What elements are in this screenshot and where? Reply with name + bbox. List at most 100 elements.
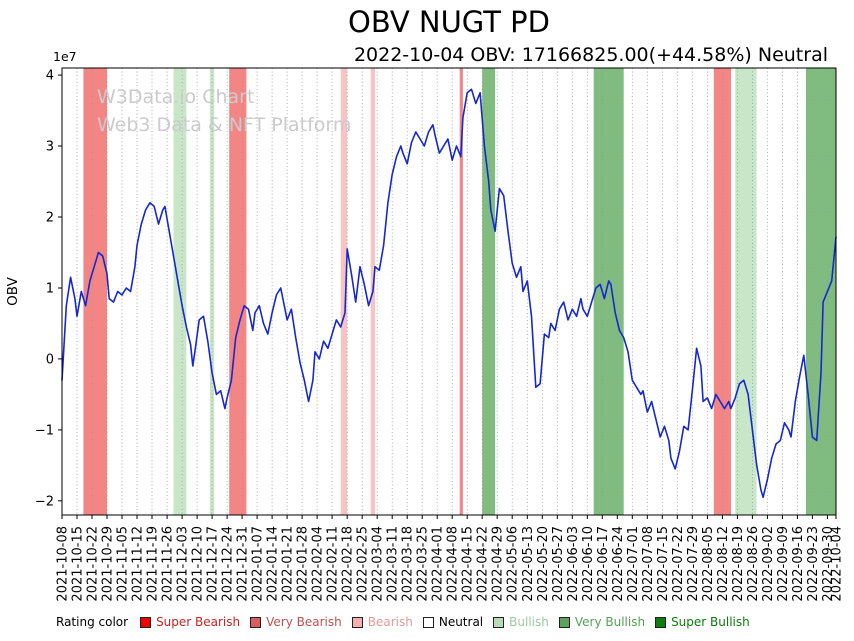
- x-tick-label: 2022-04-08: [446, 526, 461, 602]
- x-tick-label: 2022-06-17: [596, 526, 611, 602]
- x-tick-label: 2022-07-08: [641, 526, 656, 602]
- neutral-swatch-icon: [422, 616, 434, 628]
- legend-label-bullish: Bullish: [509, 615, 549, 629]
- legend-item-very-bearish: Very Bearish: [250, 615, 342, 629]
- x-tick-label: 2022-03-25: [416, 526, 431, 602]
- bearish-swatch-icon: [351, 616, 363, 628]
- x-tick-label: 2022-02-25: [356, 526, 371, 602]
- x-tick-label: 2022-07-22: [671, 526, 686, 602]
- x-tick-label: 2021-12-03: [176, 526, 191, 602]
- super-bearish-swatch-icon: [140, 616, 152, 628]
- rating-band-very-bearish: [83, 68, 107, 515]
- x-tick-label: 2022-05-20: [536, 526, 551, 602]
- super-bullish-swatch-icon: [655, 616, 667, 628]
- x-tick-label: 2022-06-10: [581, 526, 596, 602]
- x-tick-label: 2022-02-11: [326, 526, 341, 602]
- y-tick-label: 1: [46, 282, 54, 297]
- x-tick-label: 2022-07-29: [686, 526, 701, 602]
- x-tick-label: 2022-09-16: [791, 526, 806, 602]
- rating-band-very-bullish: [593, 68, 624, 515]
- y-axis-label: OBV: [5, 276, 21, 305]
- rating-band-bullish: [735, 68, 757, 515]
- x-tick-label: 2022-04-29: [491, 526, 506, 602]
- rating-band-bullish: [209, 68, 215, 515]
- x-tick-label: 2022-08-12: [716, 526, 731, 602]
- rating-band-very-bearish: [459, 68, 463, 515]
- bullish-swatch-icon: [493, 616, 505, 628]
- x-tick-label: 2022-03-18: [401, 526, 416, 602]
- x-tick-label: 2022-02-18: [341, 526, 356, 602]
- x-tick-label: 2021-10-15: [71, 526, 86, 602]
- x-tick-label: 2021-11-12: [131, 526, 146, 602]
- x-tick-label: 2022-04-01: [431, 526, 446, 602]
- very-bullish-swatch-icon: [558, 616, 570, 628]
- x-tick-label: 2021-10-29: [101, 526, 116, 602]
- x-tick-label: 2022-09-02: [761, 526, 776, 602]
- x-tick-label: 2022-10-04: [830, 526, 845, 602]
- rating-band-very-bullish: [482, 68, 496, 515]
- legend-item-neutral: Neutral: [422, 615, 484, 629]
- rating-band-very-bearish: [229, 68, 247, 515]
- x-tick-label: 2022-01-21: [281, 526, 296, 602]
- rating-band-very-bullish: [806, 68, 836, 515]
- x-tick-label: 2021-11-19: [146, 526, 161, 602]
- x-tick-label: 2022-08-26: [746, 526, 761, 602]
- y-tick-label: 3: [46, 140, 54, 155]
- legend-label-bearish: Bearish: [367, 615, 413, 629]
- x-tick-label: 2021-12-24: [221, 526, 236, 602]
- chart-title: OBV NUGT PD: [348, 5, 550, 39]
- legend-item-very-bullish: Very Bullish: [558, 615, 646, 629]
- x-tick-label: 2022-08-05: [701, 526, 716, 602]
- legend-title: Rating color: [56, 615, 129, 629]
- x-tick-label: 2022-01-28: [296, 526, 311, 602]
- axes-frame: [61, 67, 837, 516]
- x-tick-label: 2022-08-19: [731, 526, 746, 602]
- obv-line: [61, 88, 837, 499]
- x-tick-label: 2022-07-15: [656, 526, 671, 602]
- x-tick-label: 2022-06-03: [566, 526, 581, 602]
- very-bearish-swatch-icon: [250, 616, 262, 628]
- x-tick-label: 2022-01-14: [266, 526, 281, 602]
- x-tick-label: 2021-11-26: [161, 526, 176, 602]
- x-tick-label: 2022-07-01: [626, 526, 641, 602]
- x-tick-label: 2022-01-07: [251, 526, 266, 602]
- legend-item-bullish: Bullish: [493, 615, 549, 629]
- legend-item-bearish: Bearish: [351, 615, 413, 629]
- legend-label-super-bearish: Super Bearish: [156, 615, 241, 629]
- chart-subtitle: 2022-10-04 OBV: 17166825.00(+44.58%) Neu…: [353, 44, 828, 66]
- x-tick-label: 2021-11-05: [116, 526, 131, 602]
- x-tick-label: 2022-09-30: [821, 526, 836, 602]
- x-tick-label: 2022-04-22: [476, 526, 491, 602]
- x-tick-label: 2021-10-08: [56, 526, 71, 602]
- legend-item-super-bullish: Super Bullish: [655, 615, 750, 629]
- legend-label-super-bullish: Super Bullish: [671, 615, 750, 629]
- x-tick-label: 2022-04-15: [461, 526, 476, 602]
- x-tick-label: 2021-12-31: [236, 526, 251, 602]
- rating-band-bearish: [340, 68, 348, 515]
- x-tick-label: 2022-03-04: [371, 526, 386, 602]
- y-tick-label: 0: [46, 352, 54, 367]
- x-tick-label: 2022-09-23: [806, 526, 821, 602]
- x-tick-label: 2022-02-04: [311, 526, 326, 602]
- y-tick-label: −2: [35, 494, 54, 509]
- rating-legend: Rating color Super Bearish Very Bearish Be…: [56, 615, 750, 629]
- legend-items: Super Bearish Very Bearish Bearish Neutral B…: [140, 615, 750, 629]
- x-tick-label: 2021-10-22: [86, 526, 101, 602]
- x-tick-label: 2022-03-11: [386, 526, 401, 602]
- y-tick-label: −1: [35, 423, 54, 438]
- legend-label-very-bullish: Very Bullish: [574, 615, 646, 629]
- legend-label-neutral: Neutral: [438, 615, 484, 629]
- x-tick-label: 2021-12-17: [206, 526, 221, 602]
- x-tick-label: 2022-06-24: [611, 526, 626, 602]
- y-offset-text: 1e7: [53, 49, 77, 64]
- x-tick-label: 2022-05-06: [506, 526, 521, 602]
- legend-label-very-bearish: Very Bearish: [266, 615, 342, 629]
- x-tick-label: 2022-09-09: [776, 526, 791, 602]
- rating-band-very-bearish: [713, 68, 731, 515]
- legend-item-super-bearish: Super Bearish: [140, 615, 240, 629]
- y-tick-label: 4: [46, 69, 54, 84]
- x-tick-label: 2021-12-10: [191, 526, 206, 602]
- y-tick-label: 2: [46, 211, 54, 226]
- x-tick-label: 2022-05-27: [551, 526, 566, 602]
